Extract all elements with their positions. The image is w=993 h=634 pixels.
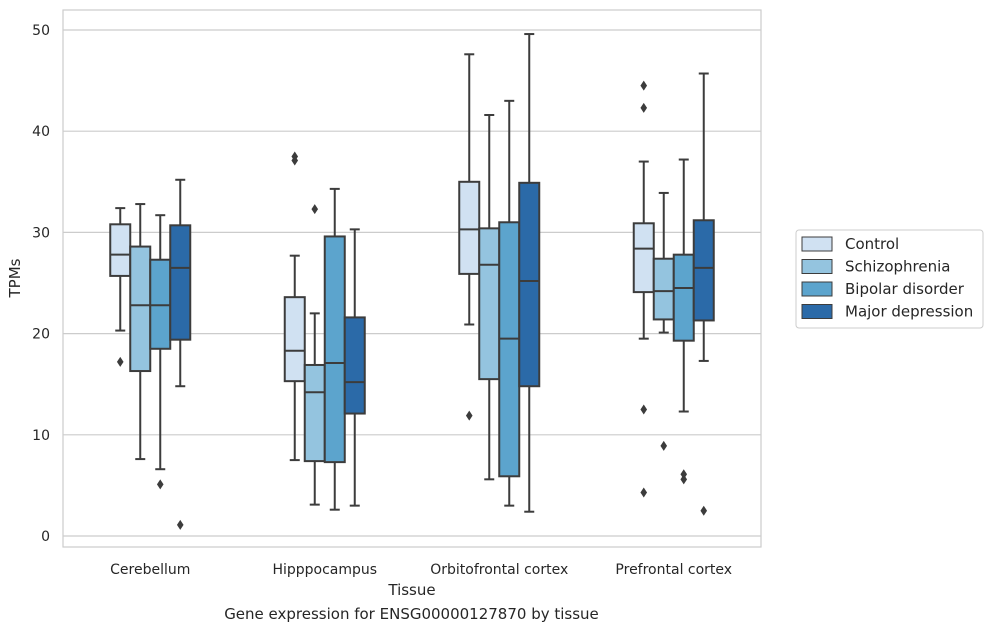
box-1-3 [343,228,366,507]
outlier-point [700,505,708,516]
box-1-0 [283,151,306,462]
legend-swatch [801,304,833,319]
legend: Control Schizophrenia Bipolar disorder Majo… [795,229,984,329]
y-tick-label: 20 [32,327,50,343]
box-body [458,180,481,275]
x-tick-label: Prefrontal cortex [615,562,732,578]
box-3-3 [692,72,715,516]
box-2-3 [518,33,541,513]
x-tick-label: Cerebellum [110,562,190,578]
box-body [672,253,695,342]
box-body [323,235,346,464]
box-2-1 [478,114,501,481]
outlier-point [640,80,648,91]
box-body [498,221,521,478]
legend-label: Control [845,235,899,253]
x-tick-labels: Cerebellum Hipppocampus Orbitofrontal cort… [110,562,732,578]
box-3-0 [632,80,655,498]
x-tick-label: Orbitofrontal cortex [430,562,568,578]
box-body [478,227,501,381]
legend-swatch [801,259,833,274]
outlier-point [311,204,319,215]
outlier-point [640,487,648,498]
box-body [149,258,172,350]
outlier-point [680,474,688,485]
legend-swatch [801,236,833,252]
box-2-0 [458,53,481,421]
chart-caption: Gene expression for ENSG00000127870 by t… [224,605,599,623]
box-3-1 [652,191,675,451]
x-tick-label: Hipppocampus [272,562,377,578]
y-tick-label: 0 [41,529,50,545]
outlier-point [660,440,668,451]
box-0-1 [129,203,152,461]
box-body [518,181,541,388]
box-0-0 [109,207,132,367]
box-body [169,224,192,341]
y-tick-label: 40 [32,124,50,140]
box-0-2 [149,214,172,490]
box-body [303,363,326,463]
box-body [652,257,675,321]
box-body [692,219,715,322]
legend-label: Bipolar disorder [845,280,965,298]
outlier-point [640,404,648,415]
box-body [632,222,655,294]
boxes [109,33,715,530]
outlier-point [176,519,184,530]
y-tick-label: 30 [32,225,50,241]
outlier-point [156,479,164,490]
y-tick-labels: 0 10 20 30 40 50 [32,23,50,545]
box-1-2 [323,187,346,511]
outlier-point [640,102,648,113]
box-body [129,245,152,373]
box-0-3 [169,178,192,530]
box-body [343,316,366,415]
legend-frame [795,229,984,329]
y-axis-label: TPMs [6,258,24,298]
legend-label: Schizophrenia [845,258,950,276]
y-tick-label: 10 [32,428,50,444]
box-3-2 [672,158,695,485]
outlier-point [465,410,473,421]
legend-swatch [801,281,833,297]
box-body [283,296,306,383]
y-tick-label: 50 [32,23,50,39]
x-axis-label: Tissue [387,581,435,599]
box-1-1 [303,204,326,506]
outlier-point [680,469,688,480]
plot-frame [62,9,762,548]
box-2-2 [498,99,521,507]
outlier-point [116,356,124,367]
box-body [109,223,132,277]
outlier-point [291,151,299,162]
legend-label: Major depression [845,303,973,321]
